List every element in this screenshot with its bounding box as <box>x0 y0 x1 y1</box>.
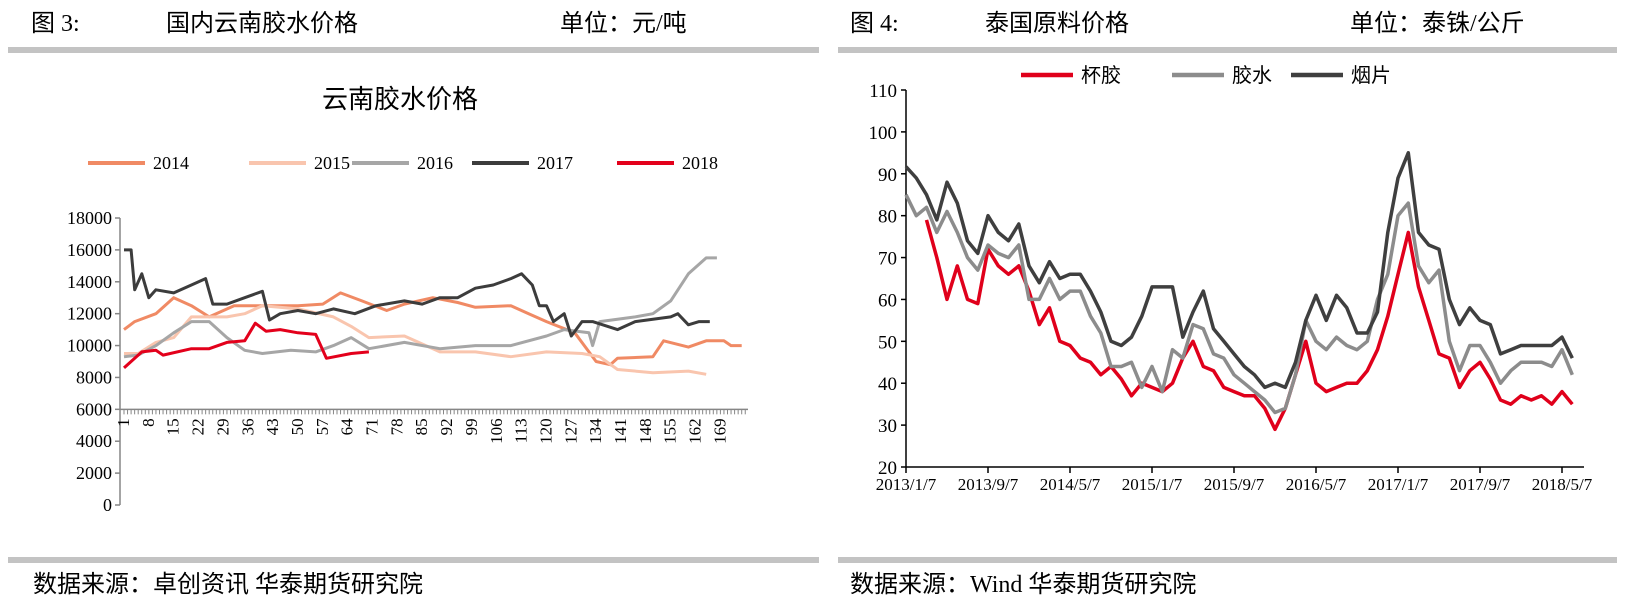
y-tick-label: 14000 <box>67 272 112 292</box>
legend-label-2014: 2014 <box>153 153 189 173</box>
x-tick-label: 162 <box>686 418 705 444</box>
x-tick-label: 85 <box>412 418 431 435</box>
x-tick-label: 120 <box>536 418 555 444</box>
left-unit-label: 单位：元/吨 <box>560 11 687 37</box>
x-tick-label: 134 <box>586 418 605 444</box>
legend-label-2016: 2016 <box>417 153 453 173</box>
y-tick-label: 110 <box>869 81 897 102</box>
y-tick-label: 2000 <box>76 463 112 483</box>
series-line-烟片 <box>904 151 1574 390</box>
right-unit-label: 单位：泰铢/公斤 <box>1350 11 1525 37</box>
x-tick-label: 2015/9/7 <box>1204 475 1265 494</box>
y-tick-label: 0 <box>103 495 112 515</box>
x-tick-label: 148 <box>636 418 655 444</box>
x-tick-label: 113 <box>512 418 531 443</box>
yunnan-latex-price-chart: 云南胶水价格 2014 2015 2016 2017 2018 0 2000 4000 6000 8… <box>67 85 748 515</box>
x-tick-label: 155 <box>661 418 680 444</box>
x-tick-label: 64 <box>338 418 357 436</box>
left-header-rule <box>8 47 819 53</box>
x-tick-label: 71 <box>363 418 382 435</box>
x-tick-label: 1 <box>114 418 133 427</box>
y-tick-label: 6000 <box>76 399 112 419</box>
x-tick-label: 2015/1/7 <box>1122 475 1183 494</box>
y-tick-label: 18000 <box>67 208 112 228</box>
y-tick-label: 80 <box>878 207 897 228</box>
left-footer-rule <box>8 557 819 563</box>
x-tick-label: 2017/1/7 <box>1368 475 1429 494</box>
left-source-note: 数据来源：卓创资讯 华泰期货研究院 <box>33 572 423 598</box>
y-tick-label: 20 <box>878 458 897 479</box>
x-tick-label: 169 <box>710 418 729 444</box>
x-tick-label: 92 <box>437 418 456 435</box>
series-line-2017 <box>124 248 710 338</box>
y-tick-label: 12000 <box>67 304 112 324</box>
y-tick-label: 100 <box>869 123 898 144</box>
y-tick-label: 16000 <box>67 240 112 260</box>
y-tick-label: 90 <box>878 165 897 186</box>
y-tick-label: 60 <box>878 290 897 311</box>
legend-label-胶水: 胶水 <box>1232 64 1272 87</box>
legend-label-杯胶: 杯胶 <box>1081 64 1121 87</box>
y-tick-label: 50 <box>878 332 897 353</box>
x-tick-label: 2013/9/7 <box>958 475 1019 494</box>
right-figure-title: 泰国原料价格 <box>985 11 1129 37</box>
x-tick-label: 43 <box>263 418 282 435</box>
right-footer-rule <box>838 557 1617 563</box>
x-tick-label: 15 <box>164 418 183 435</box>
x-tick-label: 2016/5/7 <box>1286 475 1347 494</box>
x-tick-label: 78 <box>387 418 406 435</box>
x-tick-label: 29 <box>213 418 232 435</box>
right-header-rule <box>838 47 1617 53</box>
x-tick-label: 57 <box>313 418 332 436</box>
x-tick-label: 141 <box>611 418 630 444</box>
chart-title: 云南胶水价格 <box>322 85 478 114</box>
legend-label-2018: 2018 <box>682 153 718 173</box>
x-tick-label: 99 <box>462 418 481 435</box>
x-tick-label: 2017/9/7 <box>1450 475 1511 494</box>
y-tick-label: 10000 <box>67 336 112 356</box>
y-tick-label: 70 <box>878 249 897 270</box>
left-figure-title: 国内云南胶水价格 <box>166 11 358 37</box>
x-tick-label: 36 <box>238 418 257 435</box>
legend-label-2015: 2015 <box>314 153 350 173</box>
y-tick-label: 4000 <box>76 431 112 451</box>
left-figure-label: 图 3: <box>31 11 80 37</box>
legend-label-烟片: 烟片 <box>1351 64 1391 87</box>
right-figure-label: 图 4: <box>850 11 899 37</box>
y-tick-label: 40 <box>878 374 897 395</box>
series-line-胶水 <box>904 193 1574 415</box>
x-tick-label: 50 <box>288 418 307 435</box>
x-tick-label: 127 <box>561 418 580 444</box>
series-line-2018 <box>122 321 370 370</box>
x-tick-label: 2013/1/7 <box>876 475 937 494</box>
y-tick-label: 30 <box>878 416 897 437</box>
series-line-2016 <box>123 256 717 359</box>
legend-label-2017: 2017 <box>537 153 573 173</box>
x-tick-label: 106 <box>487 418 506 444</box>
right-source-note: 数据来源：Wind 华泰期货研究院 <box>850 572 1197 598</box>
y-tick-label: 8000 <box>76 367 112 387</box>
x-tick-label: 2018/5/7 <box>1532 475 1593 494</box>
series-line-杯胶 <box>924 219 1574 432</box>
thailand-raw-material-price-chart: 杯胶 胶水 烟片 20 30 40 50 60 70 80 90 100 110 2013/1/7 2013… <box>869 64 1593 494</box>
x-tick-label: 8 <box>139 418 158 427</box>
x-tick-label: 2014/5/7 <box>1040 475 1101 494</box>
x-tick-label: 22 <box>189 418 208 435</box>
